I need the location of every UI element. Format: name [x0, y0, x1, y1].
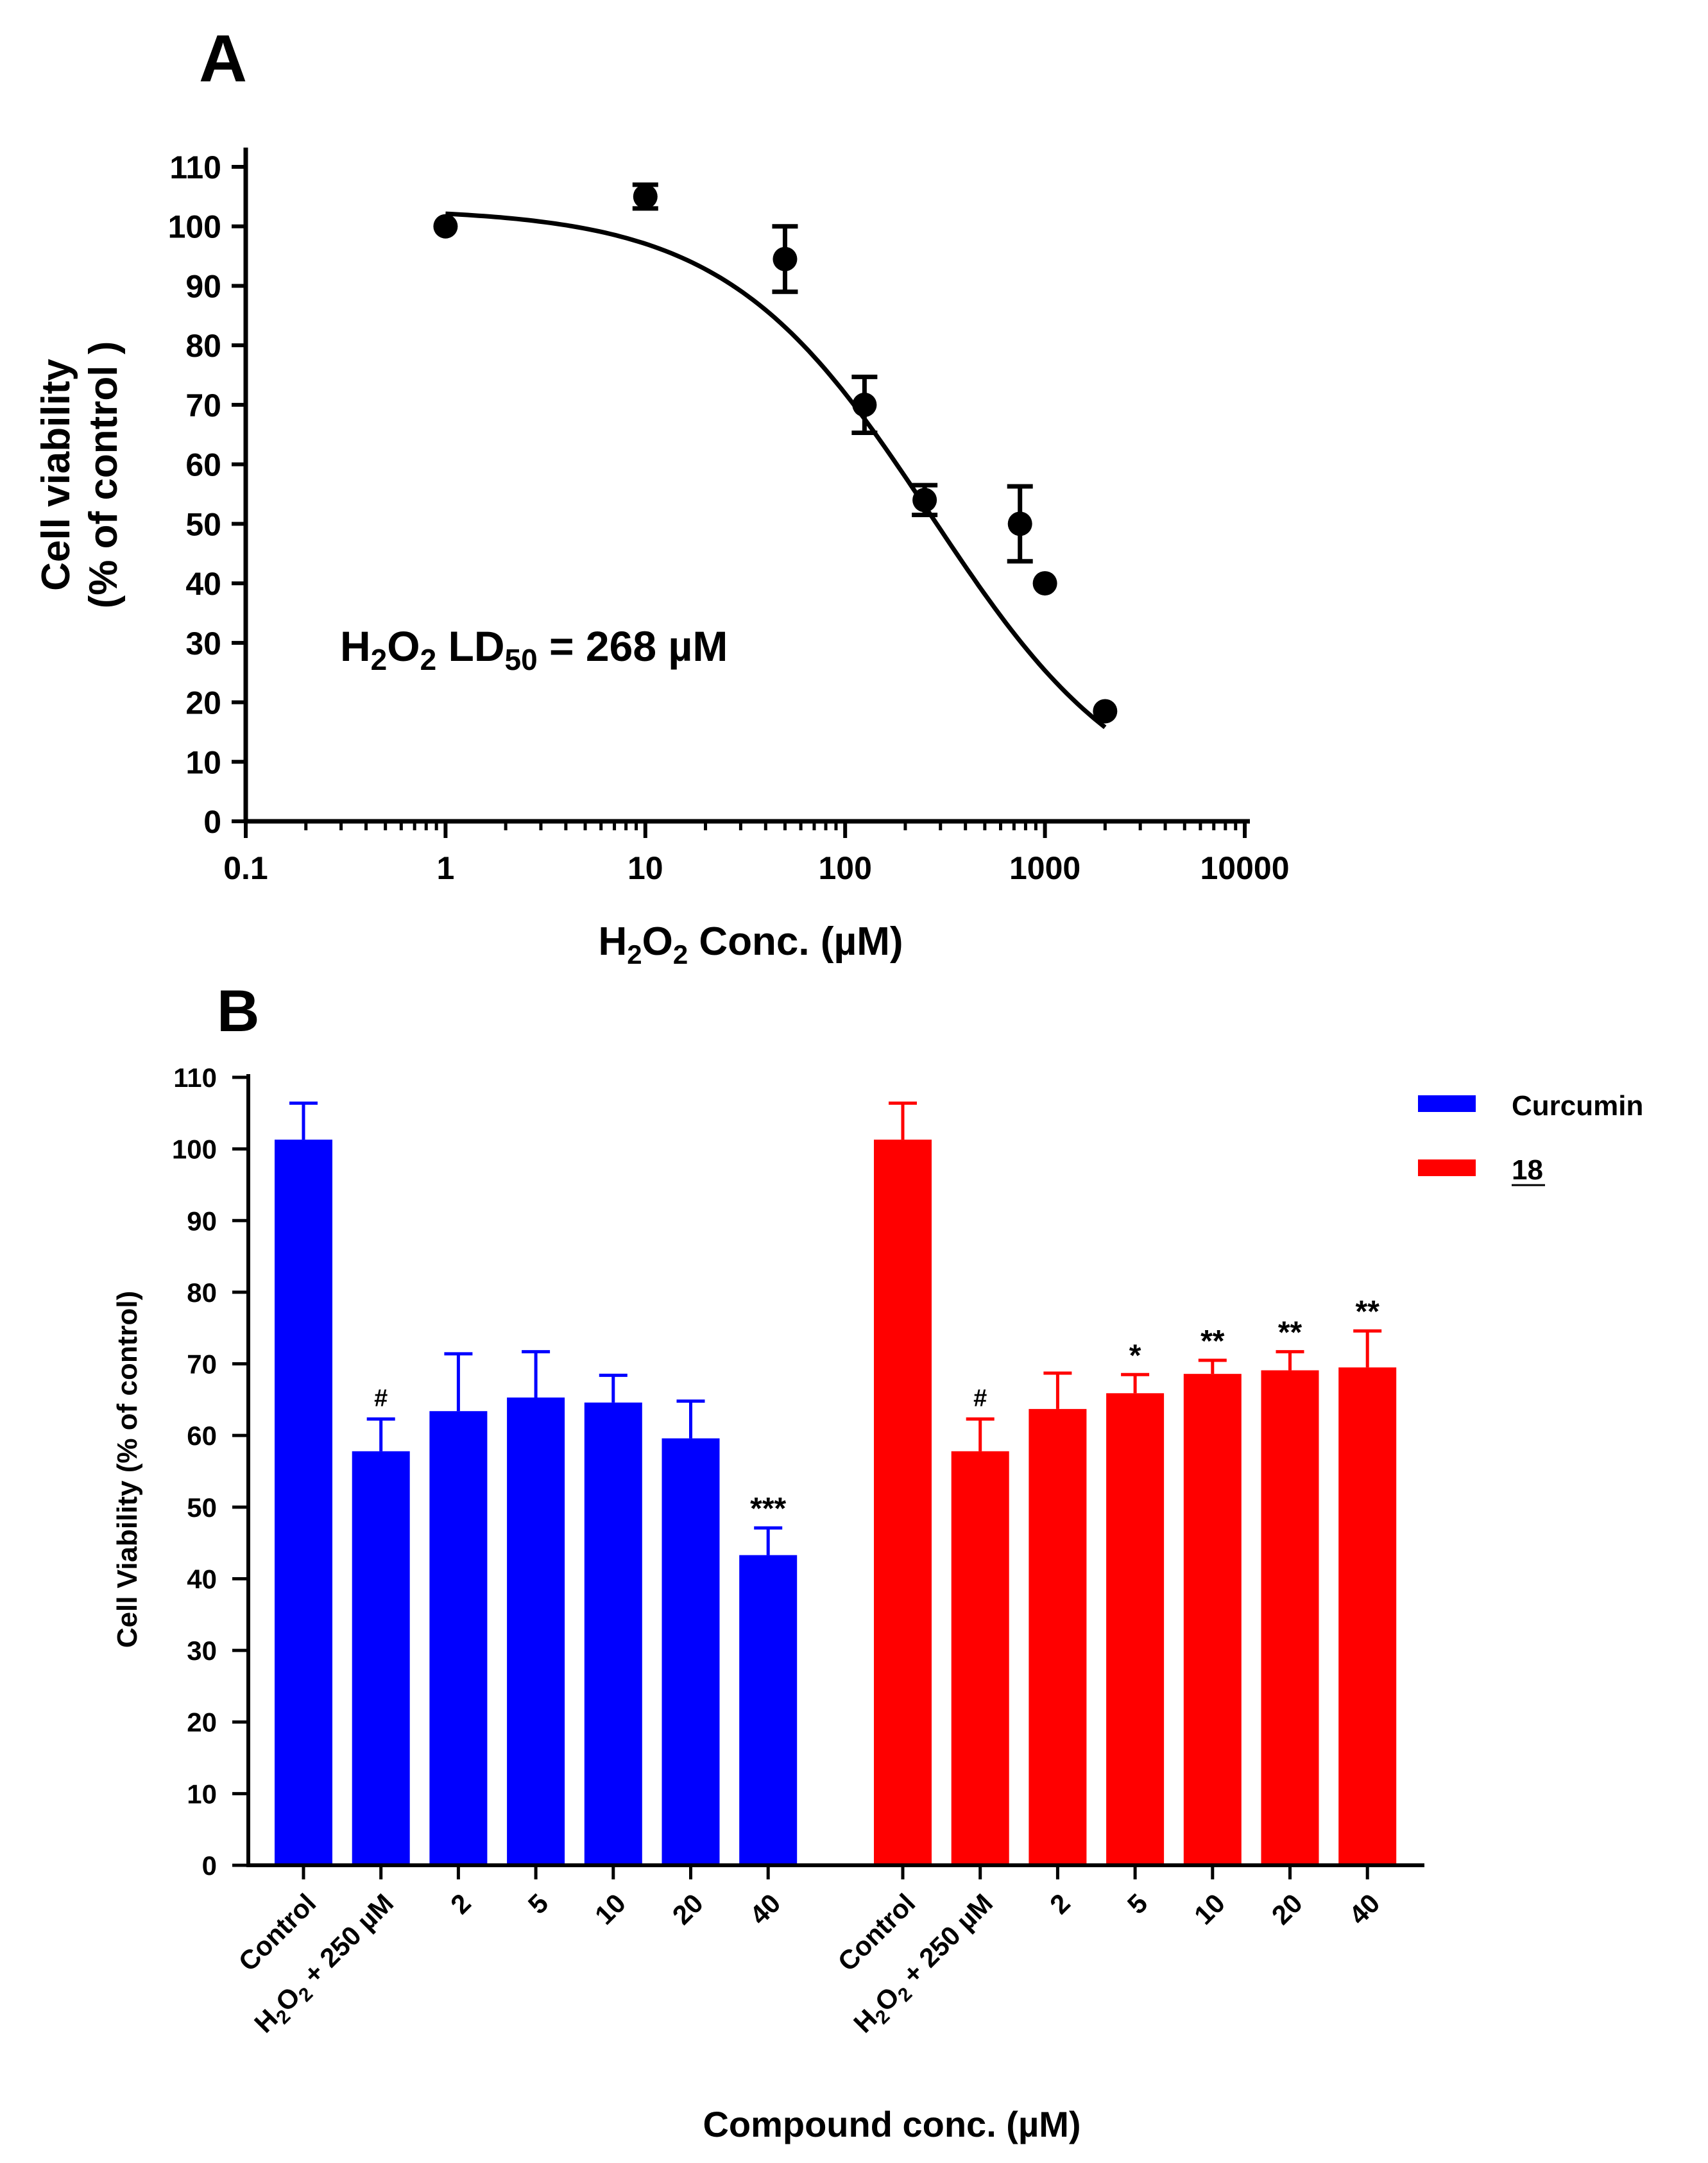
b-y-tick-label: 50: [187, 1492, 217, 1523]
b-x-tick-label: 5: [1122, 1888, 1154, 1920]
a-data-point: [1032, 571, 1057, 596]
a-y-tick-label: 80: [185, 328, 221, 364]
a-x-label: H2O2 Conc. (µM): [598, 919, 903, 970]
a-y-label-line1: Cell viability: [34, 359, 78, 591]
a-data-point: [1093, 699, 1118, 724]
b-x-tick-label: 5: [522, 1888, 554, 1920]
bar-curcumin: [352, 1451, 410, 1865]
b-bars: #***#* ** ****: [275, 1101, 1397, 1865]
bar-18: [1261, 1370, 1319, 1865]
bar-curcumin: [662, 1438, 720, 1865]
b-x-label: Compound conc. (µM): [703, 2104, 1080, 2144]
a-data-point: [633, 184, 658, 209]
panel-b-label: B: [217, 979, 259, 1044]
b-x-tick-label: 2: [445, 1888, 477, 1920]
b-y-label: Cell Viability (% of control): [112, 1291, 143, 1648]
a-y-tick-label: 90: [185, 268, 221, 304]
a-y-tick-label: 20: [185, 685, 221, 721]
bar-18: [1106, 1393, 1165, 1865]
bar-curcumin: [429, 1411, 488, 1865]
b-y-tick-label: 110: [173, 1063, 217, 1093]
b-legend: Curcumin 18: [1418, 1090, 1643, 1186]
legend-swatch-curcumin: [1418, 1095, 1476, 1112]
a-y-tick-label: 70: [185, 388, 221, 423]
b-x-tick-label: 2: [1044, 1888, 1076, 1920]
a-y-tick-label: 0: [203, 804, 221, 840]
b-x-tick-label: H2O2 + 250 µM: [848, 1888, 1002, 2042]
a-data-point: [433, 214, 458, 239]
a-x-tick-label: 100: [818, 850, 871, 886]
a-y-tick-label: 60: [185, 447, 221, 483]
b-y-tick-label: 0: [202, 1851, 217, 1881]
b-x-tick-label: 10: [589, 1888, 631, 1930]
b-significance-mark: **: [1278, 1316, 1302, 1350]
a-data-points: [433, 182, 1118, 724]
a-x-tick-label: 1: [436, 850, 454, 886]
a-y-tick-label: 110: [169, 150, 221, 185]
bar-curcumin: [275, 1140, 332, 1865]
bar-18: [874, 1140, 932, 1865]
a-y-tick-label: 50: [185, 506, 221, 542]
b-x-tick-label: 10: [1188, 1888, 1231, 1930]
legend-label-curcumin: Curcumin: [1512, 1090, 1643, 1122]
bar-18: [1029, 1408, 1087, 1865]
bar-curcumin: [507, 1398, 565, 1865]
b-significance-mark: **: [1200, 1324, 1225, 1358]
bar-curcumin: [584, 1402, 642, 1865]
a-ld50-annotation: H2O2 LD50 = 268 µM: [340, 622, 728, 676]
a-y-axis: 0 10 20 30 40 50 60 70 80 90 100 110: [168, 150, 246, 840]
bar-18: [1183, 1374, 1242, 1865]
a-y-tick-label: 40: [185, 566, 221, 602]
b-x-tick-label: 40: [1343, 1888, 1385, 1930]
b-y-tick-label: 80: [187, 1278, 217, 1308]
b-y-tick-label: 10: [187, 1779, 217, 1809]
b-significance-mark: #: [374, 1385, 388, 1412]
b-significance-mark: *: [1129, 1338, 1141, 1372]
bar-18: [951, 1451, 1009, 1865]
b-significance-mark: #: [973, 1385, 987, 1412]
b-x-tick-label: 20: [1266, 1888, 1308, 1930]
a-y-tick-label: 10: [185, 744, 221, 780]
a-data-point: [912, 488, 937, 513]
b-significance-mark: **: [1356, 1295, 1380, 1329]
bar-curcumin: [739, 1555, 798, 1865]
b-y-tick-label: 20: [187, 1707, 217, 1738]
a-y-tick-label: 30: [185, 626, 221, 662]
b-y-axis: 0 10 20 30 40 50 60 70 80 90 100 110: [172, 1063, 248, 1881]
legend-swatch-18: [1418, 1159, 1476, 1176]
b-y-tick-label: 30: [187, 1636, 217, 1666]
bar-18: [1338, 1367, 1397, 1865]
a-y-label-line2: (% of control ): [81, 341, 126, 609]
a-x-tick-label: 10000: [1200, 850, 1289, 886]
b-x-tick-label: 20: [667, 1888, 709, 1930]
a-data-point: [852, 392, 877, 417]
a-x-tick-label: 1000: [1009, 850, 1080, 886]
panel-a-label: A: [199, 22, 247, 96]
b-y-tick-label: 60: [187, 1421, 217, 1451]
a-data-point: [1007, 511, 1032, 536]
b-x-tick-label: 40: [744, 1888, 786, 1930]
b-significance-mark: ***: [750, 1492, 786, 1526]
a-x-axis: 0.1 1 10 100 1000 10000: [223, 821, 1290, 886]
b-y-tick-label: 100: [172, 1134, 217, 1165]
a-fit-curve: [445, 211, 1107, 730]
b-x-tick-label: H2O2 + 250 µM: [248, 1888, 403, 2042]
a-data-point: [773, 246, 798, 271]
b-y-tick-label: 70: [187, 1349, 217, 1380]
a-y-tick-label: 100: [168, 209, 221, 245]
a-x-tick-label: 10: [628, 850, 663, 886]
b-y-tick-label: 90: [187, 1206, 217, 1236]
legend-label-18: 18: [1512, 1154, 1543, 1186]
a-x-tick-label: 0.1: [223, 850, 268, 886]
b-y-tick-label: 40: [187, 1564, 217, 1594]
